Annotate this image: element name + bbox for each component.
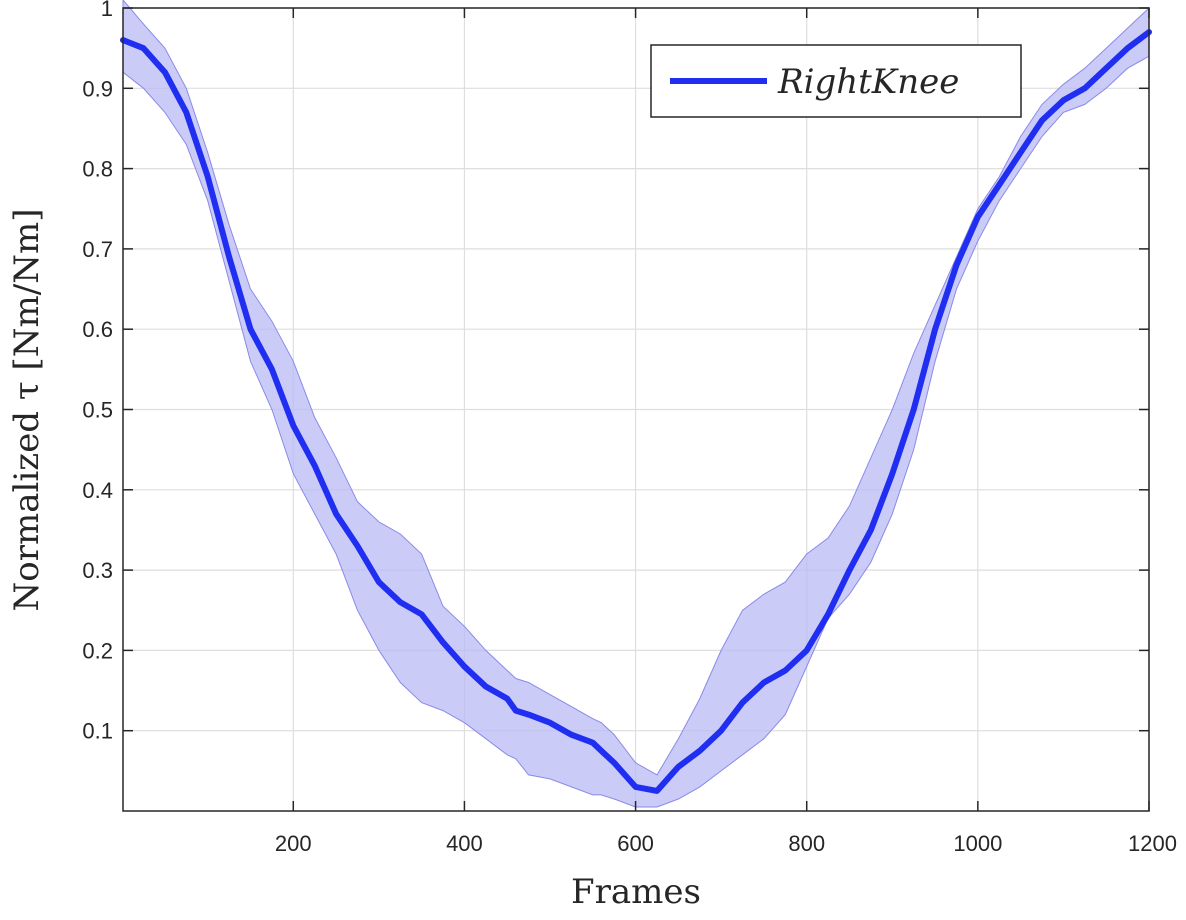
y-tick-label: 0.6 <box>82 317 113 342</box>
legend-label: RightKnee <box>777 62 959 102</box>
x-tick-label: 800 <box>788 831 825 856</box>
y-tick-label: 0.5 <box>82 398 113 423</box>
x-axis-title: Frames <box>571 872 701 912</box>
y-tick-label: 0.1 <box>82 719 113 744</box>
y-tick-label: 1 <box>101 0 113 21</box>
y-tick-label: 0.7 <box>82 237 113 262</box>
series-line <box>120 29 1152 794</box>
x-tick-label: 400 <box>446 831 483 856</box>
ticks-group <box>123 7 1150 811</box>
x-tick-label: 1200 <box>1128 831 1177 856</box>
series-line-group <box>120 29 1152 794</box>
y-tick-label: 0.2 <box>82 638 113 663</box>
y-tick-label: 0.8 <box>82 157 113 182</box>
y-tick-label: 0.4 <box>82 478 113 503</box>
grid <box>123 7 1150 811</box>
y-axis-title: Normalized τ [Nm/Nm] <box>7 209 47 612</box>
legend-box <box>650 44 1022 118</box>
legend: RightKnee <box>650 44 1022 118</box>
x-tick-label: 600 <box>617 831 654 856</box>
x-tick-label: 200 <box>275 831 312 856</box>
y-tick-label: 0.3 <box>82 558 113 583</box>
x-tick-label: 1000 <box>953 831 1002 856</box>
y-tick-label: 0.9 <box>82 76 113 101</box>
tick-labels-group: 200 400 600 800 1000 1200 0.1 0.2 0.3 0.4 0.5 0.6 0.… <box>82 0 1177 856</box>
